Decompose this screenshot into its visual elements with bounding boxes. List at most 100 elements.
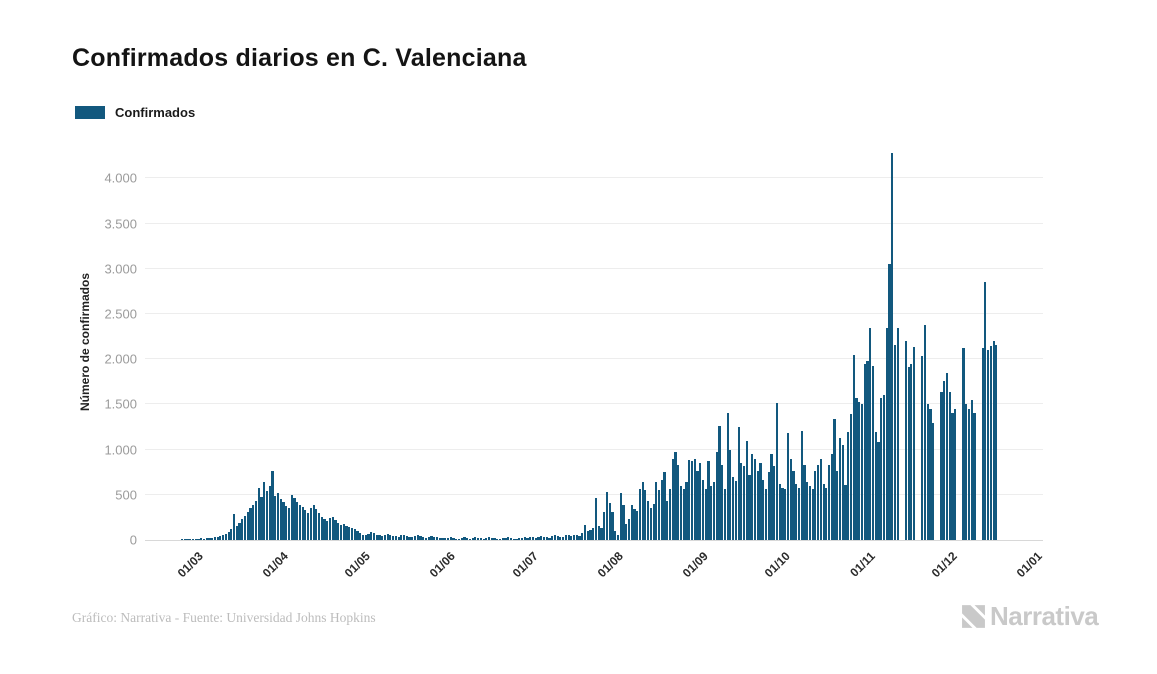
bar [381,536,384,540]
x-tick-label: 01/10 [761,549,793,581]
bar [803,464,806,540]
bar [350,528,354,540]
bar [433,536,436,540]
bar [753,458,757,540]
bar [932,422,935,540]
bar [893,344,896,540]
bar [222,535,225,540]
bar [603,511,606,540]
y-axis-title: Número de confirmados [78,272,92,412]
bar [542,536,546,540]
bar [586,531,589,540]
bar [594,498,598,540]
bar [729,449,732,540]
bar [671,458,674,540]
bar [498,538,502,540]
bar [704,489,707,540]
bar [238,522,241,540]
bar [679,485,683,540]
bar [921,355,924,540]
bar [814,471,817,540]
gridline-2000 [145,358,1043,360]
bar [529,536,532,540]
bar [493,538,496,540]
bar [622,504,625,540]
bar [457,538,461,540]
bar [666,501,669,540]
bar [880,398,883,540]
bar [984,282,987,540]
bar [636,511,639,540]
bar [745,440,748,540]
bar [781,487,784,540]
bar [378,535,381,540]
bar [526,537,529,540]
bar [808,485,811,540]
bar [455,538,458,540]
bar [797,487,801,540]
bar [926,403,929,540]
bar [828,464,831,540]
bar [180,539,184,540]
bar [394,536,397,540]
bar [446,538,450,540]
bar [348,527,351,540]
bar [479,538,482,540]
bar [838,437,842,540]
bar [285,505,288,540]
bar [548,537,551,540]
x-tick-label: 01/04 [259,549,292,581]
bar [323,519,326,540]
bar [339,524,343,540]
bar [784,489,787,540]
bar [841,445,844,540]
bar [567,535,570,540]
bar [356,530,359,540]
bar [970,399,973,540]
bar [721,464,724,540]
bar [929,408,932,540]
bar [962,348,965,540]
bar [869,327,872,540]
bar [891,153,894,540]
bar [490,537,493,540]
bar [836,471,839,540]
bar [649,508,652,540]
bar [965,404,968,540]
y-tick-label: 3.500 [104,216,137,232]
bar [279,499,282,540]
bar [575,535,578,540]
y-tick-label: 1.000 [104,442,137,458]
bar [973,413,976,540]
bar [611,511,614,540]
bar [213,536,216,540]
bar [600,528,603,540]
bar [545,537,548,540]
bar [614,531,617,540]
bar [320,516,323,540]
bar [227,531,230,540]
bar [954,408,957,540]
plot-area [145,145,1043,541]
bar [430,535,433,540]
bar [419,536,422,540]
x-tick-label: 01/01 [1014,549,1046,581]
bar [866,361,869,540]
bar [241,519,244,540]
bar [847,431,850,540]
bar [512,538,515,540]
bar [449,537,452,540]
bar [663,472,666,540]
bar [910,363,913,540]
bar [770,454,773,540]
bar [315,509,318,540]
bar [444,537,447,540]
bar [296,502,299,540]
bar [509,538,513,540]
bar [690,461,694,540]
bar [981,348,984,540]
gridline-2500 [145,313,1043,315]
bar [630,504,633,540]
bar [792,471,795,540]
